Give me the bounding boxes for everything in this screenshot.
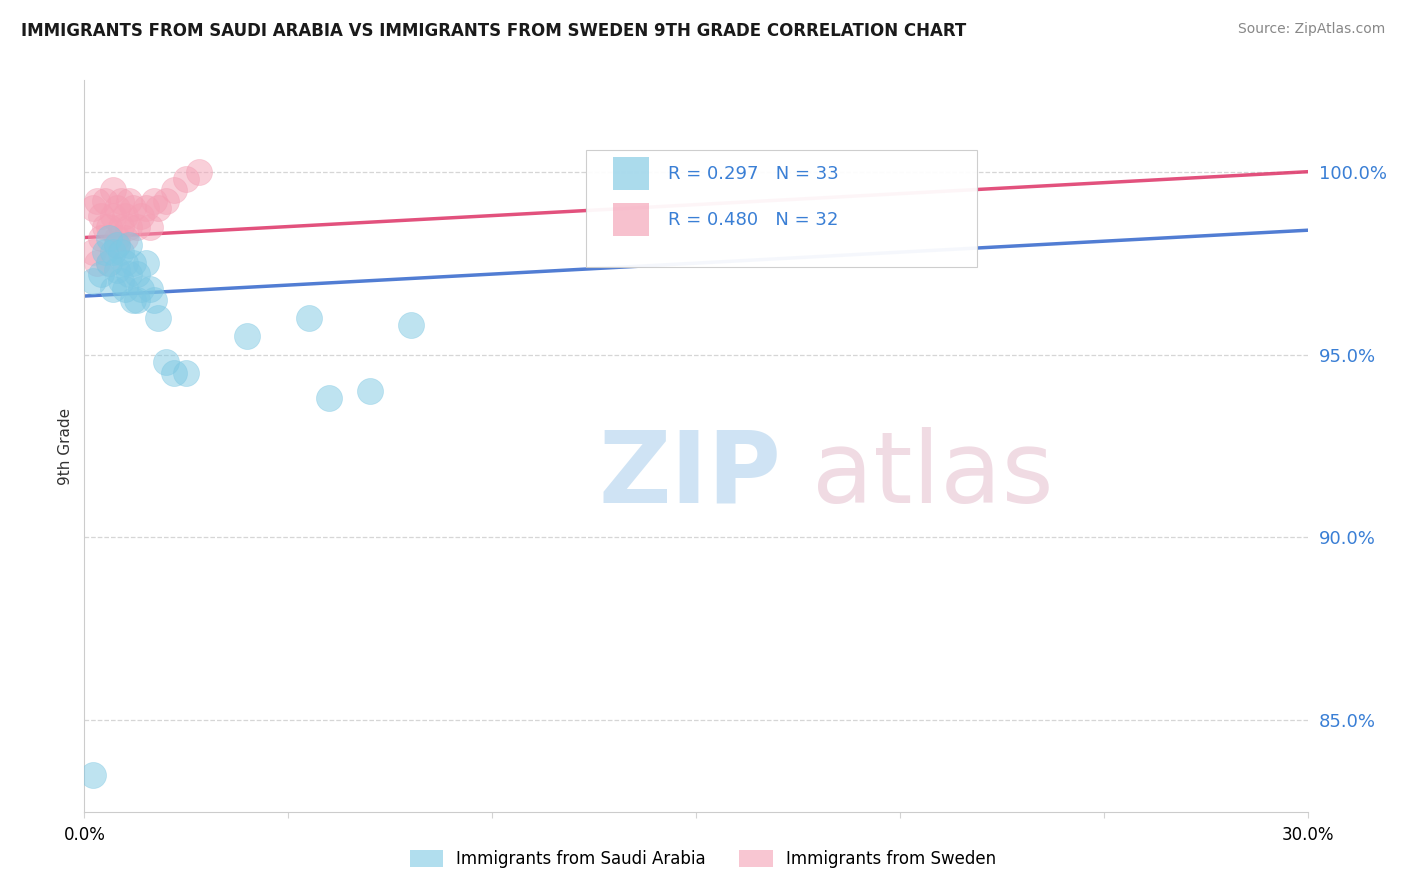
Point xyxy=(138,282,160,296)
Point xyxy=(399,318,422,333)
Point xyxy=(114,230,136,244)
FancyBboxPatch shape xyxy=(613,157,650,190)
Legend: Immigrants from Saudi Arabia, Immigrants from Sweden: Immigrants from Saudi Arabia, Immigrants… xyxy=(404,843,1002,875)
Point xyxy=(93,245,117,260)
Point xyxy=(82,768,104,782)
Point xyxy=(101,183,124,197)
Y-axis label: 9th Grade: 9th Grade xyxy=(58,408,73,484)
Point xyxy=(105,263,128,277)
Text: atlas: atlas xyxy=(813,426,1054,524)
Point xyxy=(155,355,177,369)
Point xyxy=(122,202,145,216)
Point xyxy=(101,245,124,260)
Point xyxy=(135,202,157,216)
Point xyxy=(163,366,186,380)
Point xyxy=(105,202,128,216)
Point xyxy=(318,392,340,406)
Point xyxy=(142,293,165,307)
Text: ZIP: ZIP xyxy=(598,426,780,524)
Point xyxy=(114,256,136,270)
Point xyxy=(122,256,145,270)
Point xyxy=(105,238,128,252)
Point xyxy=(101,209,124,223)
Point xyxy=(86,194,108,208)
Point xyxy=(131,282,153,296)
Text: Source: ZipAtlas.com: Source: ZipAtlas.com xyxy=(1237,22,1385,37)
Point xyxy=(118,267,141,281)
Point xyxy=(82,202,104,216)
Text: 30.0%: 30.0% xyxy=(1281,826,1334,845)
FancyBboxPatch shape xyxy=(586,150,977,267)
Point xyxy=(110,194,132,208)
Point xyxy=(131,209,153,223)
Point xyxy=(176,172,198,186)
Point xyxy=(93,219,117,234)
Point xyxy=(97,256,120,270)
Point xyxy=(359,384,381,399)
Point xyxy=(187,164,209,178)
Point xyxy=(122,293,145,307)
Point xyxy=(298,311,321,326)
Point xyxy=(155,194,177,208)
Text: R = 0.297   N = 33: R = 0.297 N = 33 xyxy=(668,164,838,183)
Point xyxy=(90,209,112,223)
Point xyxy=(110,245,132,260)
Point xyxy=(163,183,186,197)
Text: R = 0.480   N = 32: R = 0.480 N = 32 xyxy=(668,211,838,228)
Point xyxy=(236,329,259,343)
Point xyxy=(146,311,169,326)
Point xyxy=(110,274,132,288)
Point xyxy=(86,256,108,270)
Point xyxy=(90,267,112,281)
Point xyxy=(93,194,117,208)
Point xyxy=(127,293,149,307)
Point xyxy=(176,366,198,380)
Point xyxy=(114,282,136,296)
Point xyxy=(97,230,120,244)
Point xyxy=(118,219,141,234)
Point xyxy=(101,282,124,296)
Point xyxy=(97,219,120,234)
Point xyxy=(114,209,136,223)
Point xyxy=(135,256,157,270)
Point xyxy=(82,245,104,260)
Point xyxy=(110,219,132,234)
Point xyxy=(127,219,149,234)
Point xyxy=(97,256,120,270)
Point xyxy=(105,230,128,244)
Point xyxy=(118,238,141,252)
Point xyxy=(142,194,165,208)
Point xyxy=(118,194,141,208)
Text: 0.0%: 0.0% xyxy=(63,826,105,845)
Text: IMMIGRANTS FROM SAUDI ARABIA VS IMMIGRANTS FROM SWEDEN 9TH GRADE CORRELATION CHA: IMMIGRANTS FROM SAUDI ARABIA VS IMMIGRAN… xyxy=(21,22,966,40)
Point xyxy=(138,219,160,234)
Point xyxy=(90,230,112,244)
Point xyxy=(146,202,169,216)
Point xyxy=(82,274,104,288)
Point xyxy=(127,267,149,281)
Point xyxy=(105,238,128,252)
FancyBboxPatch shape xyxy=(613,203,650,236)
